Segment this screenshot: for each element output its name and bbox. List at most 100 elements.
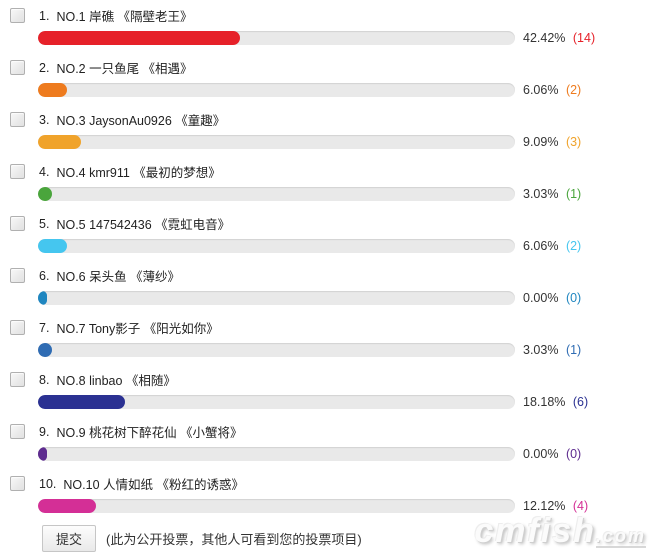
bar-fill — [38, 343, 53, 357]
item-title: NO.1 岸礁 《隔壁老王》 — [56, 10, 193, 24]
poll-item: 3. NO.3 JaysonAu0926 《童趣》 9.09% (3) — [0, 104, 654, 156]
item-number: 6. — [39, 268, 50, 283]
item-title: NO.10 人情如纸 《粉红的诱惑》 — [63, 478, 244, 492]
poll-item-bar-row: 6.06% (2) — [38, 239, 654, 253]
watermark-main: cmfish — [474, 512, 596, 550]
poll-item-label-row: 6. NO.6 呆头鱼 《薄纱》 — [0, 267, 654, 284]
vote-count: (4) — [572, 499, 589, 513]
vote-result: 6.06% (2) — [523, 239, 581, 253]
poll-item-bar-row: 3.03% (1) — [38, 343, 654, 357]
vote-count: (1) — [565, 187, 582, 201]
vote-result: 3.03% (1) — [523, 187, 581, 201]
vote-checkbox[interactable] — [10, 8, 25, 23]
vote-checkbox[interactable] — [10, 268, 25, 283]
vote-result: 42.42% (14) — [523, 31, 595, 45]
poll-item-label-row: 3. NO.3 JaysonAu0926 《童趣》 — [0, 111, 654, 128]
item-number: 10. — [39, 476, 57, 491]
item-number: 3. — [39, 112, 50, 127]
vote-bar-track — [38, 239, 515, 253]
watermark: cmfish.com — [474, 514, 646, 548]
poll-item-label-row: 8. NO.8 linbao 《相随》 — [0, 371, 654, 388]
vote-percent: 18.18% — [523, 395, 566, 409]
bar-fill — [38, 395, 125, 409]
submit-button[interactable]: 提交 — [42, 525, 97, 552]
vote-bar-track — [38, 343, 515, 357]
vote-checkbox[interactable] — [10, 372, 25, 387]
vote-result: 6.06% (2) — [523, 83, 581, 97]
poll-item-bar-row: 0.00% (0) — [38, 447, 654, 461]
vote-result: 12.12% (4) — [523, 499, 588, 513]
vote-count: (1) — [565, 343, 582, 357]
vote-bar-track — [38, 291, 515, 305]
poll-item-bar-row: 0.00% (0) — [38, 291, 654, 305]
item-title: NO.5 147542436 《霓虹电音》 — [56, 218, 231, 232]
vote-count: (0) — [565, 447, 582, 461]
item-number: 5. — [39, 216, 50, 231]
bar-fill — [38, 239, 67, 253]
poll-item-bar-row: 6.06% (2) — [38, 83, 654, 97]
poll-item-bar-row: 18.18% (6) — [38, 395, 654, 409]
bar-fill — [38, 499, 96, 513]
poll-list: 1. NO.1 岸礁 《隔壁老王》 42.42% (14) 2. NO.2 一只… — [0, 0, 654, 520]
vote-bar-track — [38, 83, 515, 97]
item-title: NO.7 Tony影子 《阳光如你》 — [56, 322, 219, 336]
vote-checkbox[interactable] — [10, 476, 25, 491]
vote-count: (6) — [572, 395, 589, 409]
footer-row: 提交 (此为公开投票，其他人可看到您的投票项目) — [42, 525, 654, 552]
vote-bar-track — [38, 499, 515, 513]
vote-checkbox[interactable] — [10, 424, 25, 439]
vote-percent: 42.42% — [523, 31, 566, 45]
poll-item-label-row: 1. NO.1 岸礁 《隔壁老王》 — [0, 7, 654, 24]
vote-bar-track — [38, 447, 515, 461]
poll-item-label-row: 9. NO.9 桃花树下醉花仙 《小蟹将》 — [0, 423, 654, 440]
vote-count: (2) — [565, 239, 582, 253]
poll-item-bar-row: 42.42% (14) — [38, 31, 654, 45]
vote-checkbox[interactable] — [10, 112, 25, 127]
vote-percent: 6.06% — [523, 83, 559, 97]
vote-bar-track — [38, 135, 515, 149]
watermark-suffix: .com — [595, 526, 646, 548]
poll-item: 6. NO.6 呆头鱼 《薄纱》 0.00% (0) — [0, 260, 654, 312]
vote-result: 9.09% (3) — [523, 135, 581, 149]
item-number: 4. — [39, 164, 50, 179]
poll-item-bar-row: 12.12% (4) — [38, 499, 654, 513]
vote-percent: 6.06% — [523, 239, 559, 253]
vote-count: (2) — [565, 83, 582, 97]
vote-percent: 0.00% — [523, 447, 559, 461]
vote-percent: 9.09% — [523, 135, 559, 149]
poll-item-label-row: 4. NO.4 kmr911 《最初的梦想》 — [0, 163, 654, 180]
item-title: NO.6 呆头鱼 《薄纱》 — [56, 270, 181, 284]
vote-count: (3) — [565, 135, 582, 149]
bar-fill — [38, 447, 47, 461]
item-title: NO.3 JaysonAu0926 《童趣》 — [56, 114, 226, 128]
public-vote-note: (此为公开投票，其他人可看到您的投票项目) — [106, 532, 362, 547]
poll-item-label-row: 10. NO.10 人情如纸 《粉红的诱惑》 — [0, 475, 654, 492]
poll-item: 1. NO.1 岸礁 《隔壁老王》 42.42% (14) — [0, 0, 654, 52]
vote-bar-track — [38, 395, 515, 409]
vote-result: 18.18% (6) — [523, 395, 588, 409]
vote-bar-track — [38, 187, 515, 201]
poll-item: 10. NO.10 人情如纸 《粉红的诱惑》 12.12% (4) — [0, 468, 654, 520]
poll-item: 7. NO.7 Tony影子 《阳光如你》 3.03% (1) — [0, 312, 654, 364]
item-number: 7. — [39, 320, 50, 335]
vote-count: (0) — [565, 291, 582, 305]
bar-fill — [38, 83, 67, 97]
item-number: 8. — [39, 372, 50, 387]
poll-item: 4. NO.4 kmr911 《最初的梦想》 3.03% (1) — [0, 156, 654, 208]
vote-bar-track — [38, 31, 515, 45]
vote-percent: 3.03% — [523, 187, 559, 201]
vote-checkbox[interactable] — [10, 216, 25, 231]
poll-item: 8. NO.8 linbao 《相随》 18.18% (6) — [0, 364, 654, 416]
item-number: 1. — [39, 8, 50, 23]
vote-count: (14) — [572, 31, 596, 45]
vote-result: 0.00% (0) — [523, 291, 581, 305]
vote-checkbox[interactable] — [10, 164, 25, 179]
vote-result: 0.00% (0) — [523, 447, 581, 461]
item-title: NO.4 kmr911 《最初的梦想》 — [56, 166, 221, 180]
poll-item: 5. NO.5 147542436 《霓虹电音》 6.06% (2) — [0, 208, 654, 260]
vote-checkbox[interactable] — [10, 320, 25, 335]
vote-checkbox[interactable] — [10, 60, 25, 75]
poll-item-label-row: 7. NO.7 Tony影子 《阳光如你》 — [0, 319, 654, 336]
bar-fill — [38, 291, 47, 305]
